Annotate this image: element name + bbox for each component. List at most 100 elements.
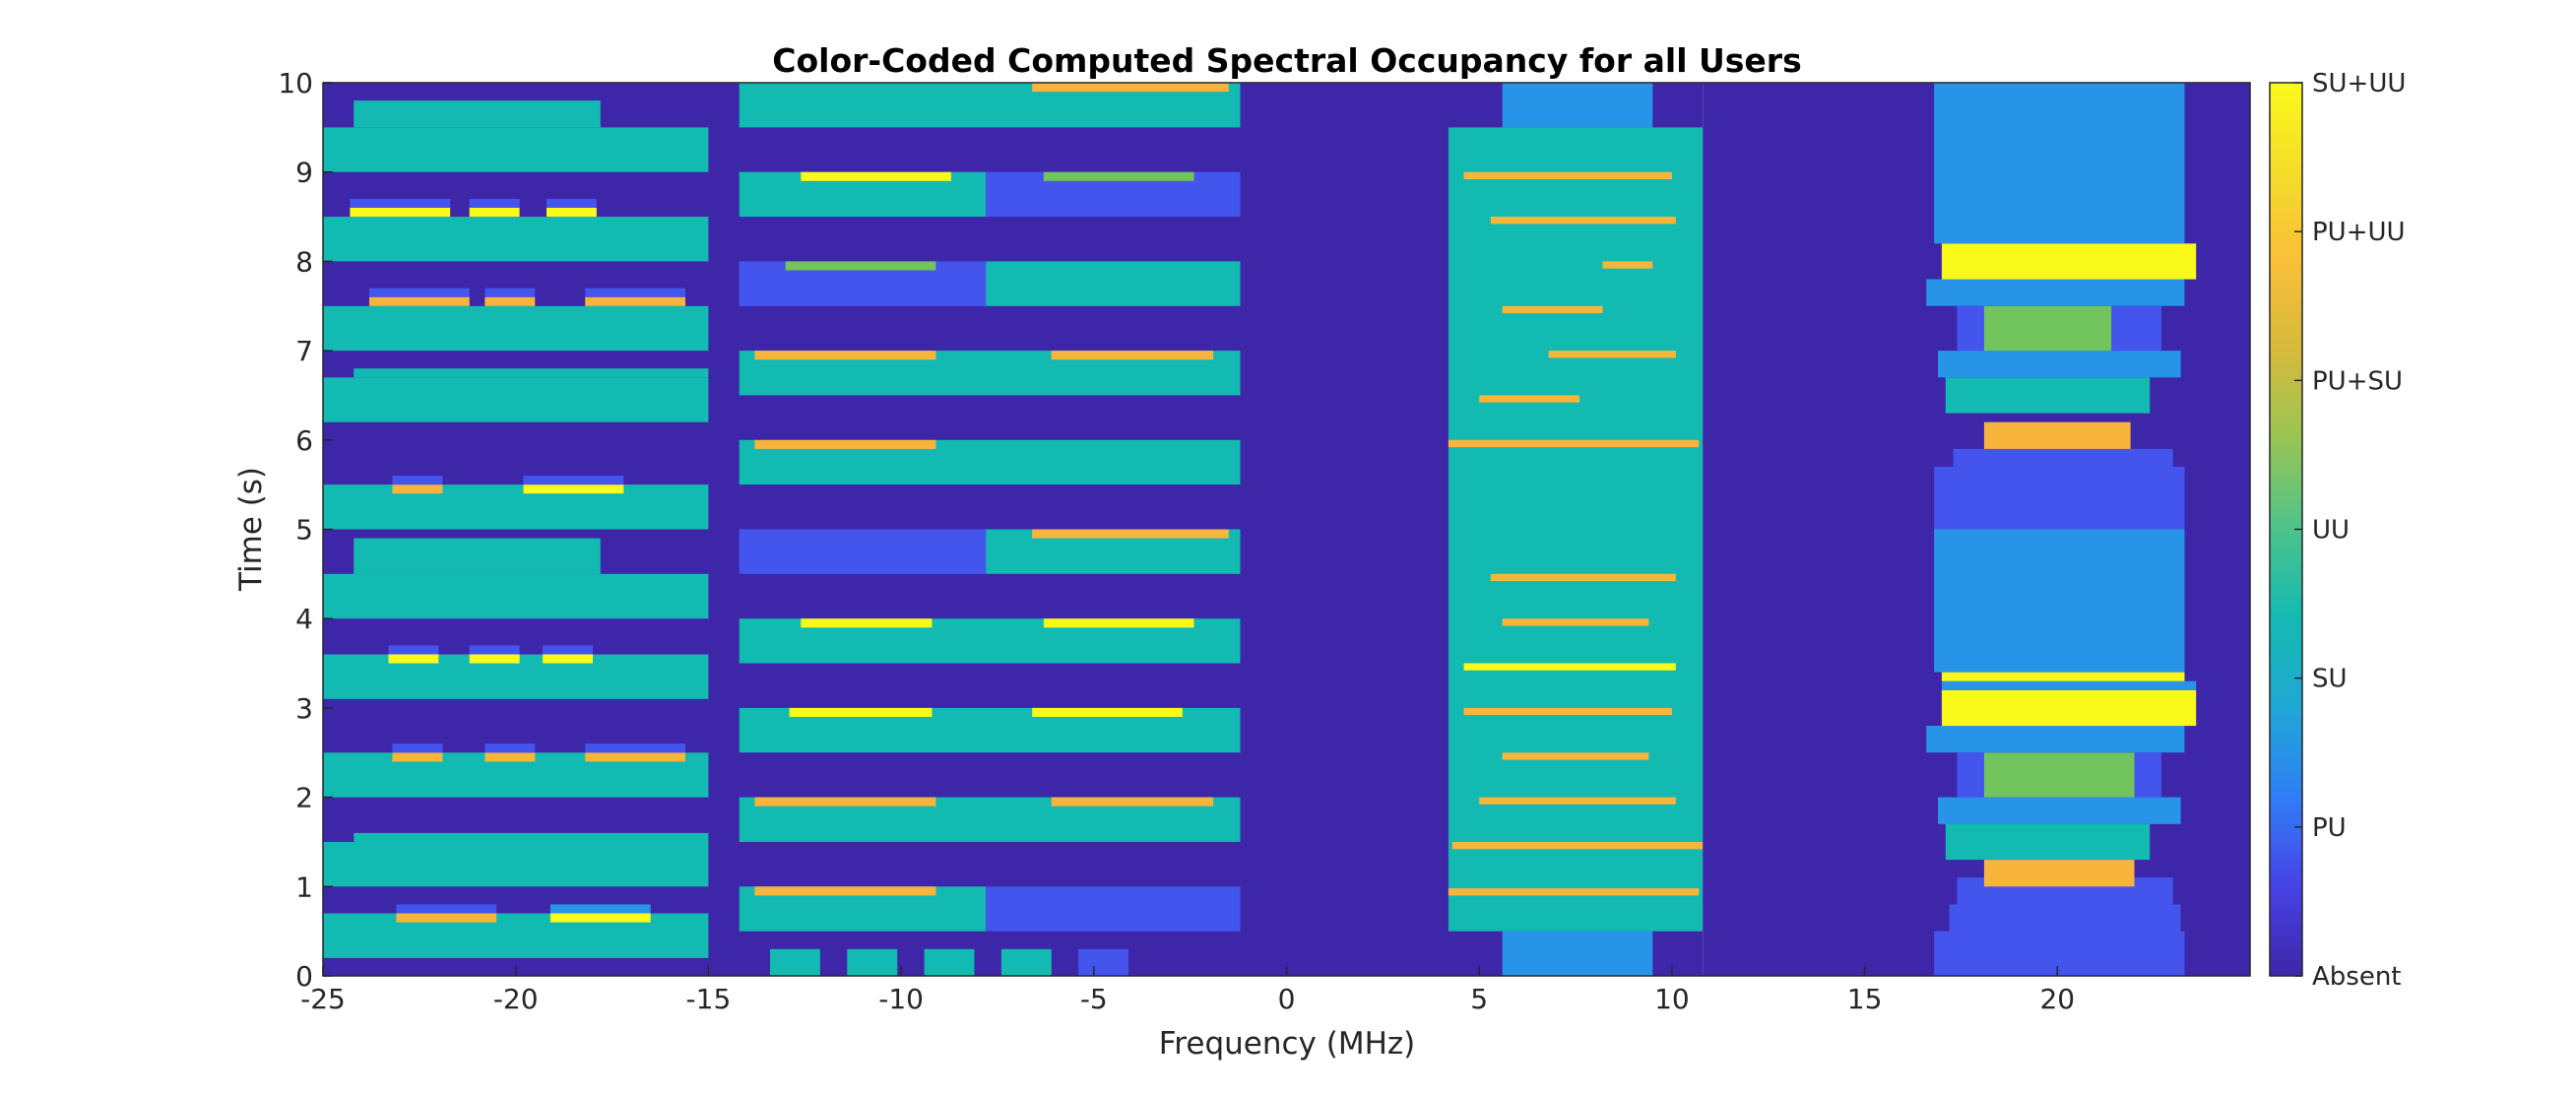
occupancy-cell-su xyxy=(1502,931,1653,976)
occupancy-cell-pu xyxy=(350,198,451,208)
occupancy-cell-pu-su xyxy=(1043,171,1194,181)
y-tick-label: 8 xyxy=(295,245,313,278)
occupancy-cell-uu xyxy=(1945,823,2151,861)
occupancy-cell-pu xyxy=(585,288,685,297)
occupancy-cell-uu xyxy=(323,484,709,530)
x-tick-label: 0 xyxy=(1278,983,1296,1015)
y-axis: 0 1 2 3 4 5 6 7 8 9 10 xyxy=(278,67,333,993)
occupancy-cell-uu xyxy=(1448,127,1704,932)
occupancy-cell-pu xyxy=(543,645,593,655)
occupancy-cell-pu-uu xyxy=(754,351,936,360)
occupancy-cell-pu-uu xyxy=(392,752,443,762)
occupancy-cell-pu xyxy=(547,198,597,208)
occupancy-cell-su xyxy=(1941,680,2197,690)
occupancy-cell-pu-uu xyxy=(1032,83,1229,93)
occupancy-cell-pu-uu xyxy=(1548,351,1676,358)
heatmap-plot-area xyxy=(323,83,2250,976)
occupancy-cell-pu-su xyxy=(1983,305,2112,352)
occupancy-cell-pu xyxy=(392,476,443,485)
occupancy-cell-pu-uu xyxy=(1051,797,1214,807)
colorbar-label: PU+SU xyxy=(2312,366,2403,396)
x-tick-label: -20 xyxy=(493,983,539,1015)
occupancy-cell-pu xyxy=(523,476,624,485)
y-tick-label: 2 xyxy=(295,782,313,814)
occupancy-cell-pu-uu xyxy=(1463,707,1672,716)
y-tick-label: 5 xyxy=(295,514,313,547)
occupancy-cell-pu-uu xyxy=(1602,261,1653,269)
occupancy-cell-pu xyxy=(1934,467,2185,503)
x-tick-label: 20 xyxy=(2039,983,2075,1015)
x-tick-label: -25 xyxy=(300,983,346,1015)
colorbar-label: PU xyxy=(2312,813,2347,843)
occupancy-cell-pu xyxy=(1934,931,2185,976)
occupancy-cell-pu xyxy=(484,743,536,753)
occupancy-cell-su-uu xyxy=(1941,243,2197,280)
occupancy-cell-su-uu xyxy=(549,913,651,923)
occupancy-cell-pu-uu xyxy=(369,296,470,306)
occupancy-cell-pu xyxy=(1953,448,2173,467)
occupancy-cell-pu-uu xyxy=(585,296,685,306)
occupancy-cell-pu xyxy=(1078,948,1128,976)
occupancy-cell-pu xyxy=(392,743,443,753)
occupancy-cell-pu-uu xyxy=(1479,797,1676,805)
occupancy-cell-pu-uu xyxy=(1451,842,1704,850)
occupancy-cell-pu xyxy=(396,904,497,914)
occupancy-cell-pu-uu xyxy=(585,752,685,762)
occupancy-cell-pu-su xyxy=(785,261,936,271)
chart-title: Color-Coded Computed Spectral Occupancy … xyxy=(772,41,1801,80)
x-tick-label: 10 xyxy=(1654,983,1690,1015)
occupancy-cell-su-uu xyxy=(1043,618,1194,628)
occupancy-cell-pu-su xyxy=(1983,752,2135,798)
occupancy-cell-su-uu xyxy=(469,208,520,218)
occupancy-cell-pu-uu xyxy=(396,913,497,923)
occupancy-cell-uu xyxy=(323,127,709,172)
occupancy-cell-pu-uu xyxy=(754,797,936,807)
occupancy-cell-su xyxy=(1934,529,2185,673)
occupancy-cell-uu xyxy=(354,368,709,378)
occupancy-cell-uu xyxy=(770,948,820,976)
occupancy-cell-su-uu xyxy=(543,654,593,664)
occupancy-cell-su-uu xyxy=(1941,689,2197,727)
occupancy-cell-su-uu xyxy=(801,171,951,181)
occupancy-cell-su xyxy=(549,904,651,914)
colorbar-label: SU+UU xyxy=(2312,69,2406,98)
occupancy-cell-uu xyxy=(1945,377,2151,414)
y-axis-label: Time (s) xyxy=(233,467,269,592)
y-tick-label: 3 xyxy=(295,692,313,725)
occupancy-cell-su-uu xyxy=(789,707,933,717)
occupancy-cell-pu-uu xyxy=(1502,752,1649,760)
occupancy-cell-pu xyxy=(986,886,1241,932)
occupancy-cell-pu-uu xyxy=(484,752,536,762)
occupancy-cell-su-uu xyxy=(1941,672,2185,681)
y-tick-label: 9 xyxy=(295,157,313,189)
y-tick-label: 7 xyxy=(295,335,313,367)
y-tick-label: 6 xyxy=(295,424,313,457)
occupancy-cell-pu xyxy=(369,288,470,297)
occupancy-cell-su-uu xyxy=(388,654,439,664)
occupancy-cell-su-uu xyxy=(350,208,451,218)
x-tick-label: -15 xyxy=(686,983,732,1015)
occupancy-cell-uu xyxy=(847,948,898,976)
occupancy-cell-pu-uu xyxy=(1448,439,1700,448)
occupancy-cell-uu xyxy=(354,538,601,574)
colorbar: Absent PU SU UU PU+SU PU+UU SU+UU xyxy=(2269,69,2406,992)
occupancy-cell-uu xyxy=(323,217,709,262)
colorbar-label: UU xyxy=(2312,516,2350,546)
occupancy-cell-pu-uu xyxy=(1983,860,2135,887)
x-tick-label: 5 xyxy=(1470,983,1488,1015)
occupancy-cell-su xyxy=(1938,351,2181,378)
y-tick-label: 1 xyxy=(295,871,313,903)
colorbar-label: SU xyxy=(2312,665,2348,694)
occupancy-cell-su-uu xyxy=(801,618,933,628)
occupancy-cell-pu xyxy=(469,198,520,208)
x-axis-label: Frequency (MHz) xyxy=(1159,1026,1416,1062)
y-tick-label: 0 xyxy=(295,960,313,993)
occupancy-cell-pu-uu xyxy=(1502,618,1649,626)
occupancy-cell-pu xyxy=(388,645,439,655)
occupancy-cell-su-uu xyxy=(469,654,520,664)
occupancy-cell-uu xyxy=(1000,948,1052,976)
occupancy-cell-uu xyxy=(323,305,709,352)
occupancy-cell-su-uu xyxy=(547,208,597,218)
occupancy-cell-uu xyxy=(323,377,709,422)
occupancy-cell-uu xyxy=(924,948,975,976)
